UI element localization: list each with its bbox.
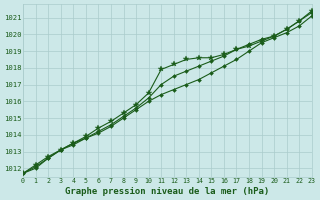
X-axis label: Graphe pression niveau de la mer (hPa): Graphe pression niveau de la mer (hPa) <box>65 187 269 196</box>
